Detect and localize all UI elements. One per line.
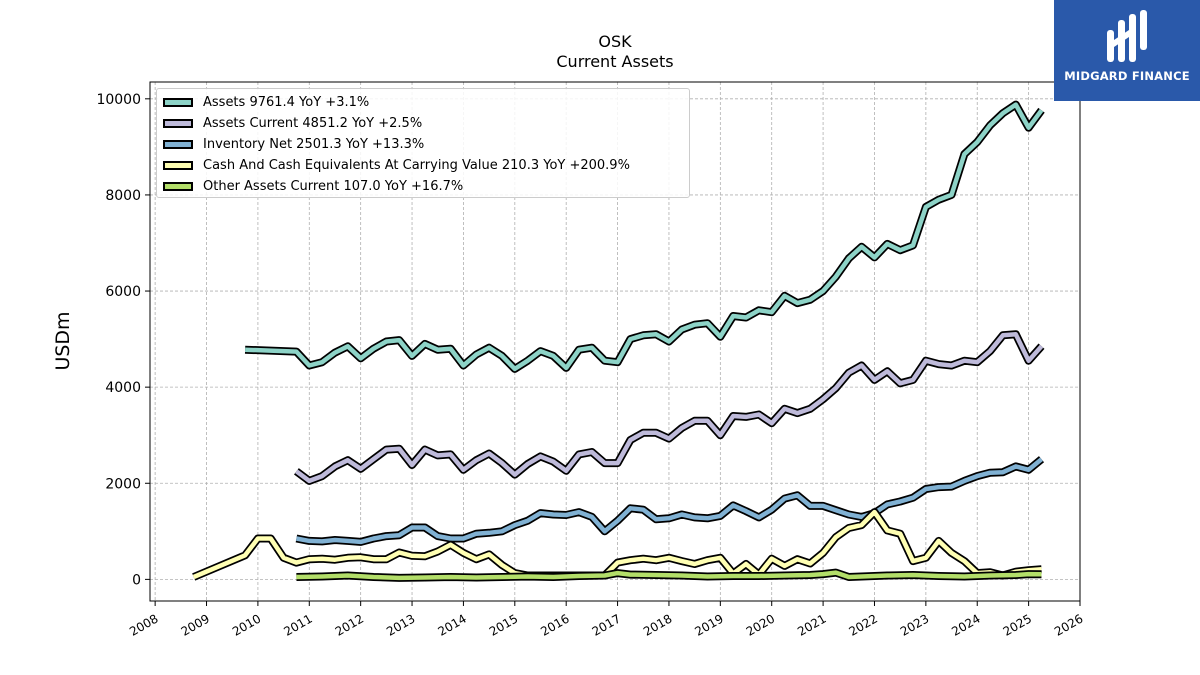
x-tick-label: 2022 <box>847 611 880 638</box>
legend-item-assets-current: Assets Current 4851.2 YoY +2.5% <box>163 113 689 134</box>
legend-label: Other Assets Current 107.0 YoY +16.7% <box>203 179 464 194</box>
x-tick-label: 2023 <box>898 611 931 638</box>
x-tick-label: 2026 <box>1052 611 1085 638</box>
chart-subtitle: Current Assets <box>556 52 674 71</box>
x-tick-label: 2025 <box>1001 611 1034 638</box>
y-tick-label: 8000 <box>105 188 141 204</box>
y-tick-label: 4000 <box>105 380 141 396</box>
series-line-cash-and-cash-equivalents-at-carrying-value <box>192 509 1042 580</box>
x-tick-label: 2010 <box>230 611 263 638</box>
legend-item-inventory-net: Inventory Net 2501.3 YoY +13.3% <box>163 134 689 155</box>
series-layer <box>192 100 1045 582</box>
x-tick-label: 2024 <box>949 611 982 638</box>
series-line-assets <box>245 102 1044 372</box>
x-tick-label: 2015 <box>487 611 520 638</box>
series-line-other-assets-current <box>296 570 1042 581</box>
x-tick-label: 2013 <box>384 611 417 638</box>
x-tick-label: 2009 <box>179 611 212 638</box>
legend-swatch-inventory-net <box>163 140 193 149</box>
y-tick-label: 0 <box>132 572 141 588</box>
x-tick-label: 2017 <box>590 611 623 638</box>
x-tick-label: 2018 <box>641 611 674 638</box>
legend-swatch-assets <box>163 98 193 107</box>
legend-swatch-other-assets-current <box>163 182 193 191</box>
legend-label: Cash And Cash Equivalents At Carrying Va… <box>203 158 630 173</box>
legend-label: Assets 9761.4 YoY +3.1% <box>203 95 370 110</box>
legend-swatch-assets-current <box>163 119 193 128</box>
y-tick-label: 10000 <box>96 92 141 108</box>
plot-frame <box>149 81 1081 602</box>
x-tick-label: 2019 <box>692 611 725 638</box>
chart-title: OSK <box>598 32 632 51</box>
x-tick-label: 2012 <box>333 611 366 638</box>
y-tick-label: 6000 <box>105 284 141 300</box>
logo-mark-icon <box>1107 10 1147 62</box>
legend-item-assets: Assets 9761.4 YoY +3.1% <box>163 92 689 113</box>
series-line-inventory-net <box>295 457 1043 545</box>
x-tick-label: 2020 <box>744 611 777 638</box>
legend-label: Inventory Net 2501.3 YoY +13.3% <box>203 137 425 152</box>
x-tick-label: 2016 <box>538 611 571 638</box>
x-tick-label: 2011 <box>281 611 314 638</box>
legend-item-cash: Cash And Cash Equivalents At Carrying Va… <box>163 155 689 176</box>
x-tick-label: 2021 <box>795 611 828 638</box>
series-line-assets-current <box>295 332 1044 484</box>
legend: Assets 9761.4 YoY +3.1% Assets Current 4… <box>156 88 690 198</box>
legend-label: Assets Current 4851.2 YoY +2.5% <box>203 116 423 131</box>
y-tick-label: 2000 <box>105 476 141 492</box>
x-tick-label: 2014 <box>435 611 468 638</box>
logo-text: MIDGARD FINANCE <box>1064 69 1190 83</box>
x-tick-label: 2008 <box>127 611 160 638</box>
y-axis-label: USDm <box>52 311 74 370</box>
legend-swatch-cash <box>163 161 193 170</box>
legend-item-other-assets-current: Other Assets Current 107.0 YoY +16.7% <box>163 176 689 197</box>
midgard-finance-logo: MIDGARD FINANCE <box>1054 0 1200 101</box>
